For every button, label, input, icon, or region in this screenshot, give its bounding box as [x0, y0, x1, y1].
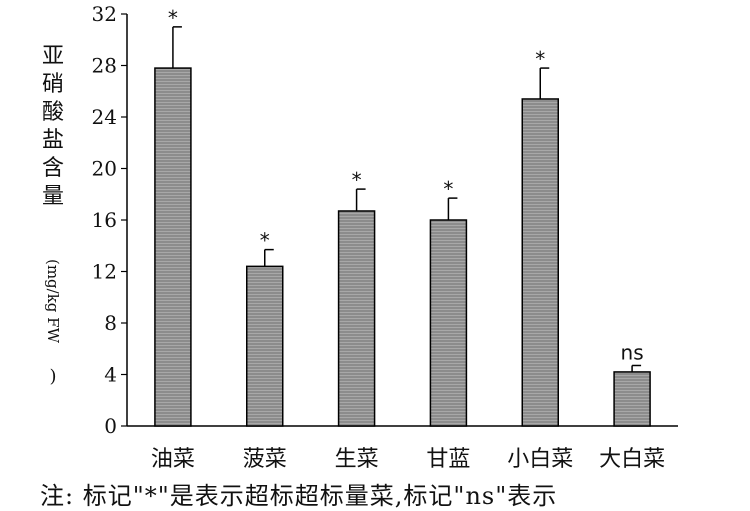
category-label: 菠菜 [243, 447, 287, 472]
significance-label: * [535, 47, 545, 71]
y-tick-label: 24 [92, 105, 117, 129]
y-tick-label: 20 [92, 157, 117, 181]
y-tick-label: 28 [92, 54, 117, 78]
y-tick-label: 12 [92, 260, 117, 284]
y-tick-label: 8 [104, 311, 117, 335]
category-label: 油菜 [151, 447, 195, 472]
category-label: 生菜 [335, 447, 379, 472]
y-tick-label: 32 [92, 2, 117, 26]
y-axis-label-char: 盐 [41, 128, 64, 153]
y-axis-unit: (mg/kg FW [44, 258, 63, 344]
y-axis-label-char: 硝 [41, 72, 64, 97]
significance-label: * [443, 177, 453, 201]
y-axis-label-char: 亚 [41, 44, 64, 69]
significance-label: * [168, 6, 178, 30]
bar [521, 98, 559, 427]
y-tick-label: 0 [104, 414, 117, 438]
footnote: 注: 标记"*"是表示超标超标量菜,标记"ns"表示 [40, 482, 558, 510]
significance-label: * [260, 229, 270, 253]
y-axis-label-char: 含 [41, 156, 64, 181]
y-axis-label-char: 酸 [41, 100, 64, 125]
bar [337, 210, 376, 427]
category-label: 小白菜 [507, 447, 573, 472]
bar-chart: 0 4 8 12 16 20 24 28 32 * 油菜 * 菠菜 * 生菜 * 甘蓝 * 小白菜 ns 大白菜 [92, 2, 678, 472]
y-tick-label: 16 [92, 208, 117, 232]
y-tick-label: 4 [104, 363, 117, 387]
y-axis-label-char: 量 [41, 184, 64, 209]
bar [154, 67, 192, 427]
category-label: 大白菜 [599, 447, 665, 472]
y-axis-unit-close: ) [49, 366, 57, 387]
significance-label: ns [621, 340, 644, 364]
bar [429, 219, 468, 427]
category-label: 甘蓝 [426, 447, 470, 472]
bar [246, 265, 284, 427]
significance-label: * [352, 168, 362, 192]
bar [613, 371, 651, 427]
